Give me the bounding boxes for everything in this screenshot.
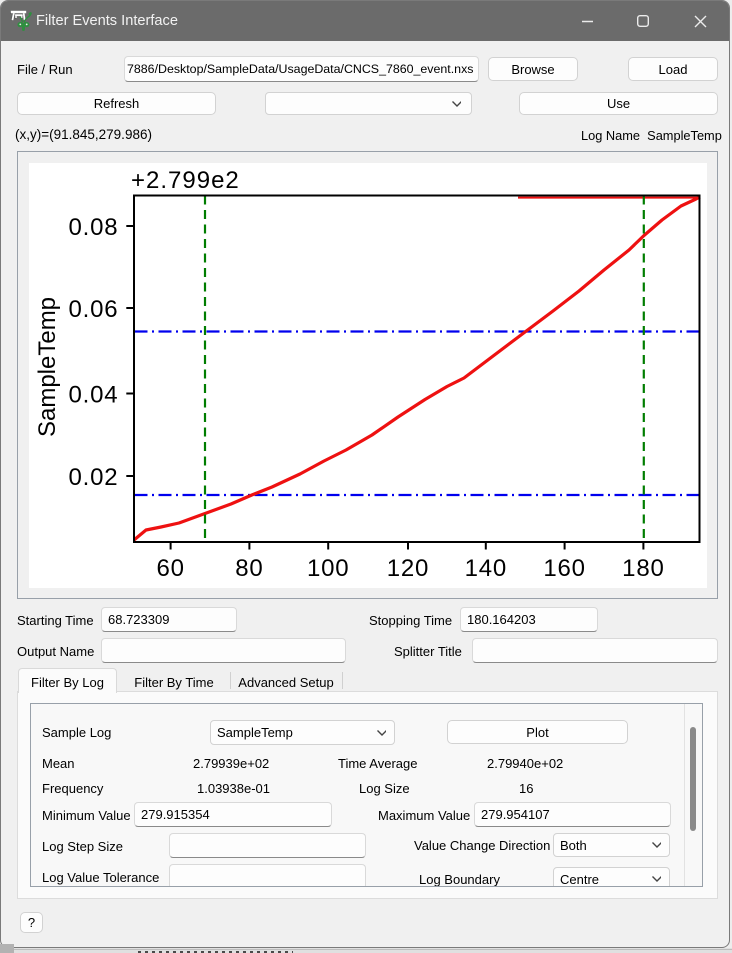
svg-text:120: 120 bbox=[387, 555, 429, 582]
svg-text:0.06: 0.06 bbox=[68, 296, 118, 323]
svg-text:0.08: 0.08 bbox=[68, 214, 118, 241]
svg-text:60: 60 bbox=[156, 555, 184, 582]
svg-text:80: 80 bbox=[235, 555, 263, 582]
svg-text:140: 140 bbox=[465, 555, 507, 582]
svg-text:0.02: 0.02 bbox=[68, 464, 118, 491]
svg-text:100: 100 bbox=[307, 555, 349, 582]
svg-text:160: 160 bbox=[543, 555, 585, 582]
svg-text:SampleTemp: SampleTemp bbox=[34, 297, 61, 437]
svg-text:0.04: 0.04 bbox=[68, 382, 118, 409]
svg-text:180: 180 bbox=[622, 555, 664, 582]
svg-text:+2.799e2: +2.799e2 bbox=[131, 167, 240, 194]
